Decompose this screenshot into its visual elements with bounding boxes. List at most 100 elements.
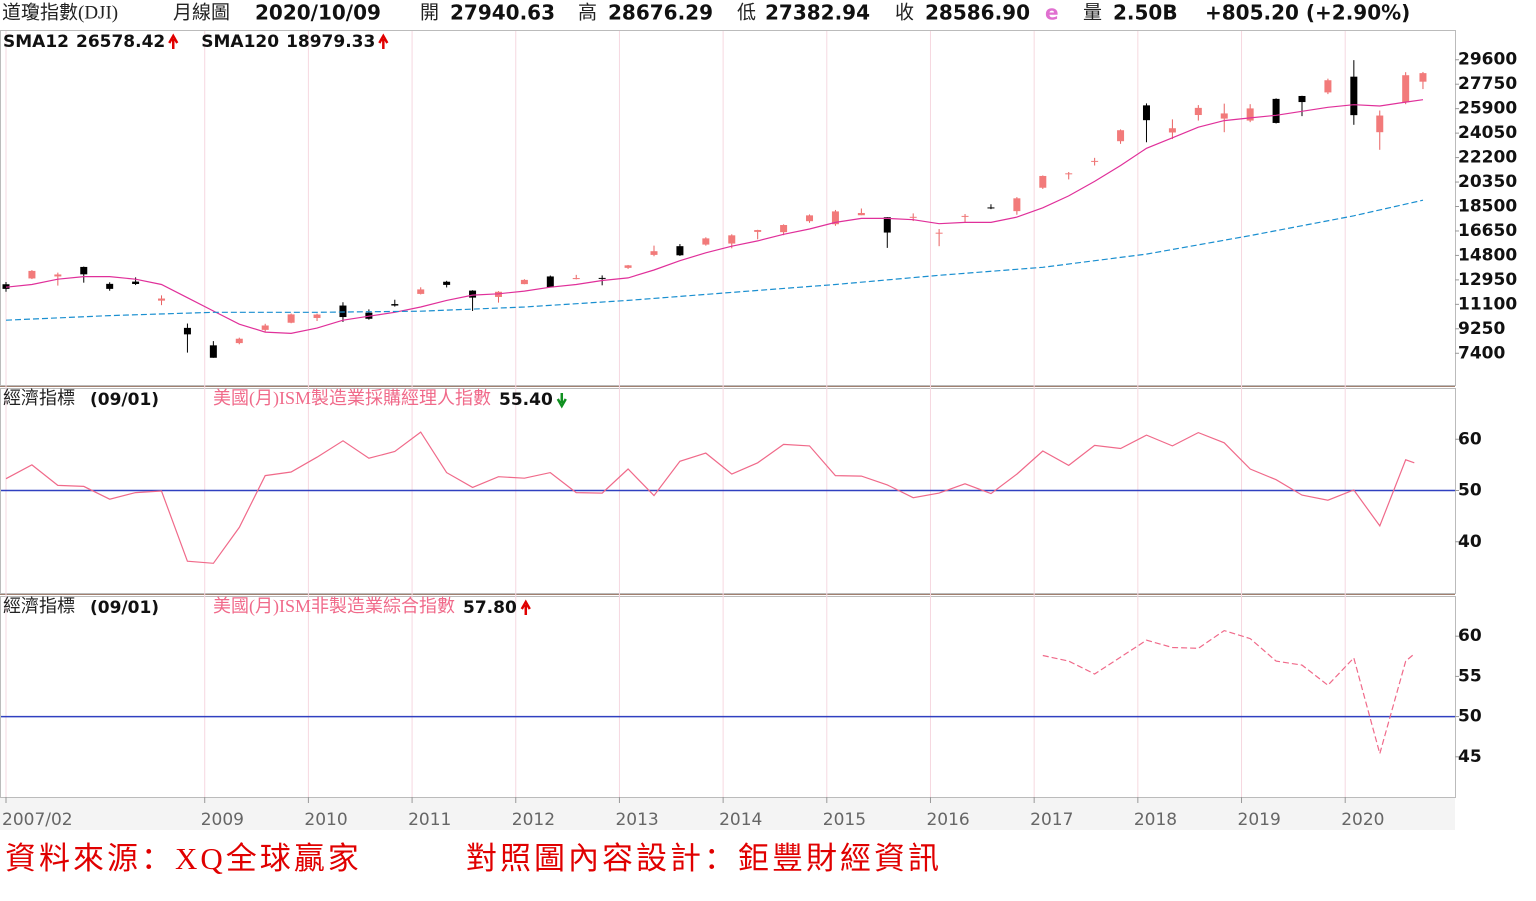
candle-body — [1402, 75, 1410, 103]
date: 2020/10/09 — [255, 1, 381, 25]
open: 27940.63 — [450, 1, 555, 25]
candle-body — [209, 345, 217, 358]
candle-body — [883, 217, 891, 233]
legend-value: 26578.42 — [76, 32, 165, 52]
candle-body — [339, 305, 347, 318]
legend-name: SMA12 — [3, 32, 69, 52]
candle-body — [1220, 113, 1228, 119]
volume-label: 量 — [1083, 2, 1102, 23]
y-tick-label: 12950 — [1458, 270, 1517, 290]
y-tick-label: 45 — [1458, 747, 1482, 767]
arrow-up — [378, 33, 389, 49]
candle-body — [520, 279, 528, 285]
candle-body — [1013, 198, 1021, 212]
candle-body — [313, 314, 321, 318]
period: 月線圖 — [173, 1, 230, 23]
candle-body — [158, 298, 166, 301]
x-axis-band — [0, 797, 1455, 830]
candle-body — [676, 246, 684, 256]
y-tick-label: 14800 — [1458, 245, 1517, 265]
candle-body — [1065, 173, 1073, 175]
y-tick-label: 60 — [1458, 626, 1482, 646]
candle-body — [80, 266, 88, 275]
high: 28676.29 — [608, 1, 713, 25]
candle-body — [1298, 95, 1306, 103]
x-tick-label: 2013 — [615, 810, 658, 830]
candle-body — [1324, 80, 1332, 93]
candle-body — [391, 304, 399, 306]
candle-body — [1419, 73, 1427, 82]
y-tick-label: 16650 — [1458, 221, 1517, 241]
candle-body — [624, 265, 632, 268]
x-tick-label: 2012 — [512, 810, 555, 830]
indicator-date: (09/01) — [90, 598, 159, 618]
y-tick-label: 50 — [1458, 707, 1482, 727]
candle-body — [650, 251, 658, 255]
y-tick-label: 29600 — [1458, 50, 1517, 70]
candle-body — [728, 235, 736, 244]
candle-body — [417, 289, 425, 294]
candle-body — [780, 225, 788, 233]
x-tick-label: 2019 — [1238, 810, 1281, 830]
candle-body — [28, 270, 36, 279]
nmi-panel — [0, 596, 1456, 798]
y-tick-label: 9250 — [1458, 319, 1505, 339]
candle-body — [1194, 107, 1202, 116]
candle-body — [287, 314, 295, 323]
arrow-up — [520, 599, 531, 615]
x-tick-label: 2011 — [408, 810, 451, 830]
candle-body — [1376, 115, 1384, 133]
candle-body — [1091, 160, 1099, 162]
y-tick-label: 24050 — [1458, 123, 1517, 143]
open-label: 開 — [420, 2, 439, 23]
x-tick-label: 2018 — [1134, 810, 1177, 830]
indicator-value: 55.40 — [499, 390, 553, 410]
candle-body — [1272, 98, 1280, 123]
candle-body — [1350, 76, 1358, 116]
arrow-up — [168, 33, 179, 49]
indicator-group: 經濟指標 — [3, 596, 75, 616]
y-tick-label: 20350 — [1458, 172, 1517, 192]
candle-body — [831, 211, 839, 225]
candle-body — [54, 274, 62, 277]
series-line — [5, 431, 1415, 564]
indicator-group: 經濟指標 — [3, 388, 75, 408]
footer-design: 對照圖內容設計：鉅豐財經資訊 — [466, 841, 942, 876]
candle-body — [261, 325, 269, 330]
indicator-date: (09/01) — [90, 390, 159, 410]
low-label: 低 — [737, 1, 756, 23]
x-tick-label: 2020 — [1341, 810, 1384, 830]
candle-body — [1246, 108, 1254, 121]
candle-body — [598, 277, 606, 279]
close: 28586.90 — [925, 1, 1030, 25]
x-tick-label: 2010 — [304, 810, 347, 830]
estimate: e — [1045, 1, 1059, 25]
x-tick-label: 2014 — [719, 810, 762, 830]
candle-body — [1117, 130, 1125, 142]
candle-body — [909, 216, 917, 218]
y-tick-label: 22200 — [1458, 148, 1517, 168]
change: +805.20 (+2.90%) — [1205, 1, 1410, 25]
indicator-value: 57.80 — [463, 598, 517, 618]
candle-body — [987, 207, 995, 209]
candle-body — [1039, 175, 1047, 188]
arrow-down — [556, 393, 567, 409]
candle-body — [961, 215, 969, 217]
indicator-name: 美國(月)ISM製造業採購經理人指數 — [213, 388, 491, 409]
candle-body — [1142, 105, 1150, 121]
y-tick-label: 27750 — [1458, 74, 1517, 94]
y-tick-label: 18500 — [1458, 197, 1517, 217]
y-tick-label: 55 — [1458, 666, 1482, 686]
price-panel — [0, 30, 1456, 386]
legend-name: SMA120 — [201, 32, 279, 52]
y-tick-label: 60 — [1458, 429, 1482, 449]
candle-body — [572, 278, 580, 280]
candle-body — [857, 212, 865, 216]
candle-body — [469, 290, 477, 298]
y-tick-label: 40 — [1458, 532, 1482, 552]
candle-body — [935, 232, 943, 234]
footer-source: 資料來源：XQ全球贏家 — [5, 841, 362, 876]
series-line — [5, 99, 1424, 335]
